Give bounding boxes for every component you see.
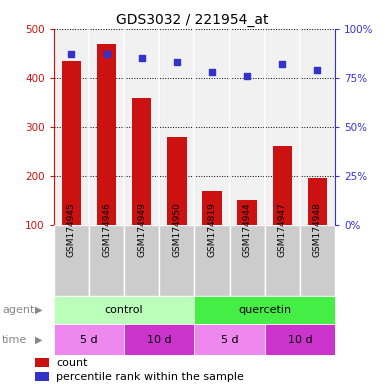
Text: count: count xyxy=(56,358,88,368)
Bar xyxy=(35,358,49,367)
Text: GSM174945: GSM174945 xyxy=(67,202,76,257)
Bar xyxy=(54,225,89,296)
Point xyxy=(209,69,215,75)
Point xyxy=(69,51,75,57)
Text: GSM174948: GSM174948 xyxy=(313,202,322,257)
Text: ▶: ▶ xyxy=(35,305,42,315)
Bar xyxy=(159,29,194,225)
Text: ▶: ▶ xyxy=(35,335,42,345)
Bar xyxy=(132,98,151,225)
Bar xyxy=(124,29,159,225)
Text: 5 d: 5 d xyxy=(221,335,238,345)
Point xyxy=(174,59,180,65)
Text: 5 d: 5 d xyxy=(80,335,98,345)
Point xyxy=(279,61,285,67)
Text: GSM174949: GSM174949 xyxy=(137,202,146,257)
Bar xyxy=(54,296,194,324)
Bar xyxy=(308,178,327,225)
Text: agent: agent xyxy=(2,305,34,315)
Text: quercetin: quercetin xyxy=(238,305,291,315)
Text: percentile rank within the sample: percentile rank within the sample xyxy=(56,371,244,382)
Bar xyxy=(229,225,265,296)
Bar xyxy=(265,324,335,355)
Bar xyxy=(300,225,335,296)
Bar xyxy=(124,324,194,355)
Bar xyxy=(238,200,257,225)
Bar xyxy=(203,191,222,225)
Bar xyxy=(300,29,335,225)
Bar xyxy=(264,29,300,225)
Bar xyxy=(35,372,49,381)
Bar xyxy=(62,61,81,225)
Bar xyxy=(194,225,229,296)
Text: control: control xyxy=(105,305,144,315)
Bar xyxy=(194,29,229,225)
Bar xyxy=(264,225,300,296)
Point xyxy=(244,73,250,79)
Bar xyxy=(194,296,335,324)
Text: GSM174946: GSM174946 xyxy=(102,202,111,257)
Text: 10 d: 10 d xyxy=(288,335,312,345)
Point xyxy=(314,67,320,73)
Bar xyxy=(124,225,159,296)
Point xyxy=(104,51,110,57)
Bar xyxy=(97,45,116,225)
Bar xyxy=(273,146,292,225)
Text: GDS3032 / 221954_at: GDS3032 / 221954_at xyxy=(116,13,269,27)
Bar xyxy=(54,29,89,225)
Bar xyxy=(159,225,194,296)
Text: GSM174950: GSM174950 xyxy=(172,202,181,257)
Text: GSM174944: GSM174944 xyxy=(243,202,252,257)
Bar xyxy=(194,324,265,355)
Text: time: time xyxy=(2,335,27,345)
Text: GSM174947: GSM174947 xyxy=(278,202,287,257)
Bar xyxy=(229,29,265,225)
Bar xyxy=(54,324,124,355)
Text: GSM174819: GSM174819 xyxy=(208,202,216,257)
Point xyxy=(139,55,145,61)
Text: 10 d: 10 d xyxy=(147,335,172,345)
Bar xyxy=(89,29,124,225)
Bar xyxy=(89,225,124,296)
Bar xyxy=(167,137,186,225)
